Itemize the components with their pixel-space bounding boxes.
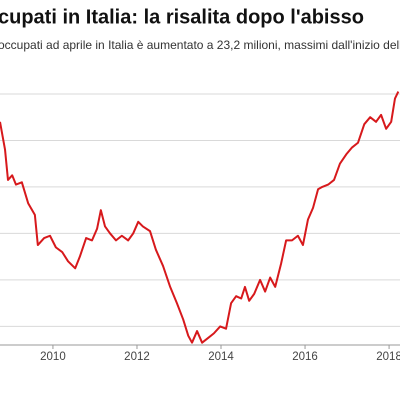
x-tick-label: 2010	[40, 351, 66, 363]
x-tick-label: 2014	[208, 351, 234, 363]
x-tick-label: 2016	[292, 351, 318, 363]
x-tick-label: 2012	[124, 351, 150, 363]
chart-title: cupati in Italia: la risalita dopo l'abi…	[0, 6, 364, 28]
data-line	[0, 91, 400, 344]
x-tick-label: 2018	[376, 351, 400, 363]
chart-subtitle: occupati ad aprile in Italia è aumentato…	[0, 38, 400, 52]
